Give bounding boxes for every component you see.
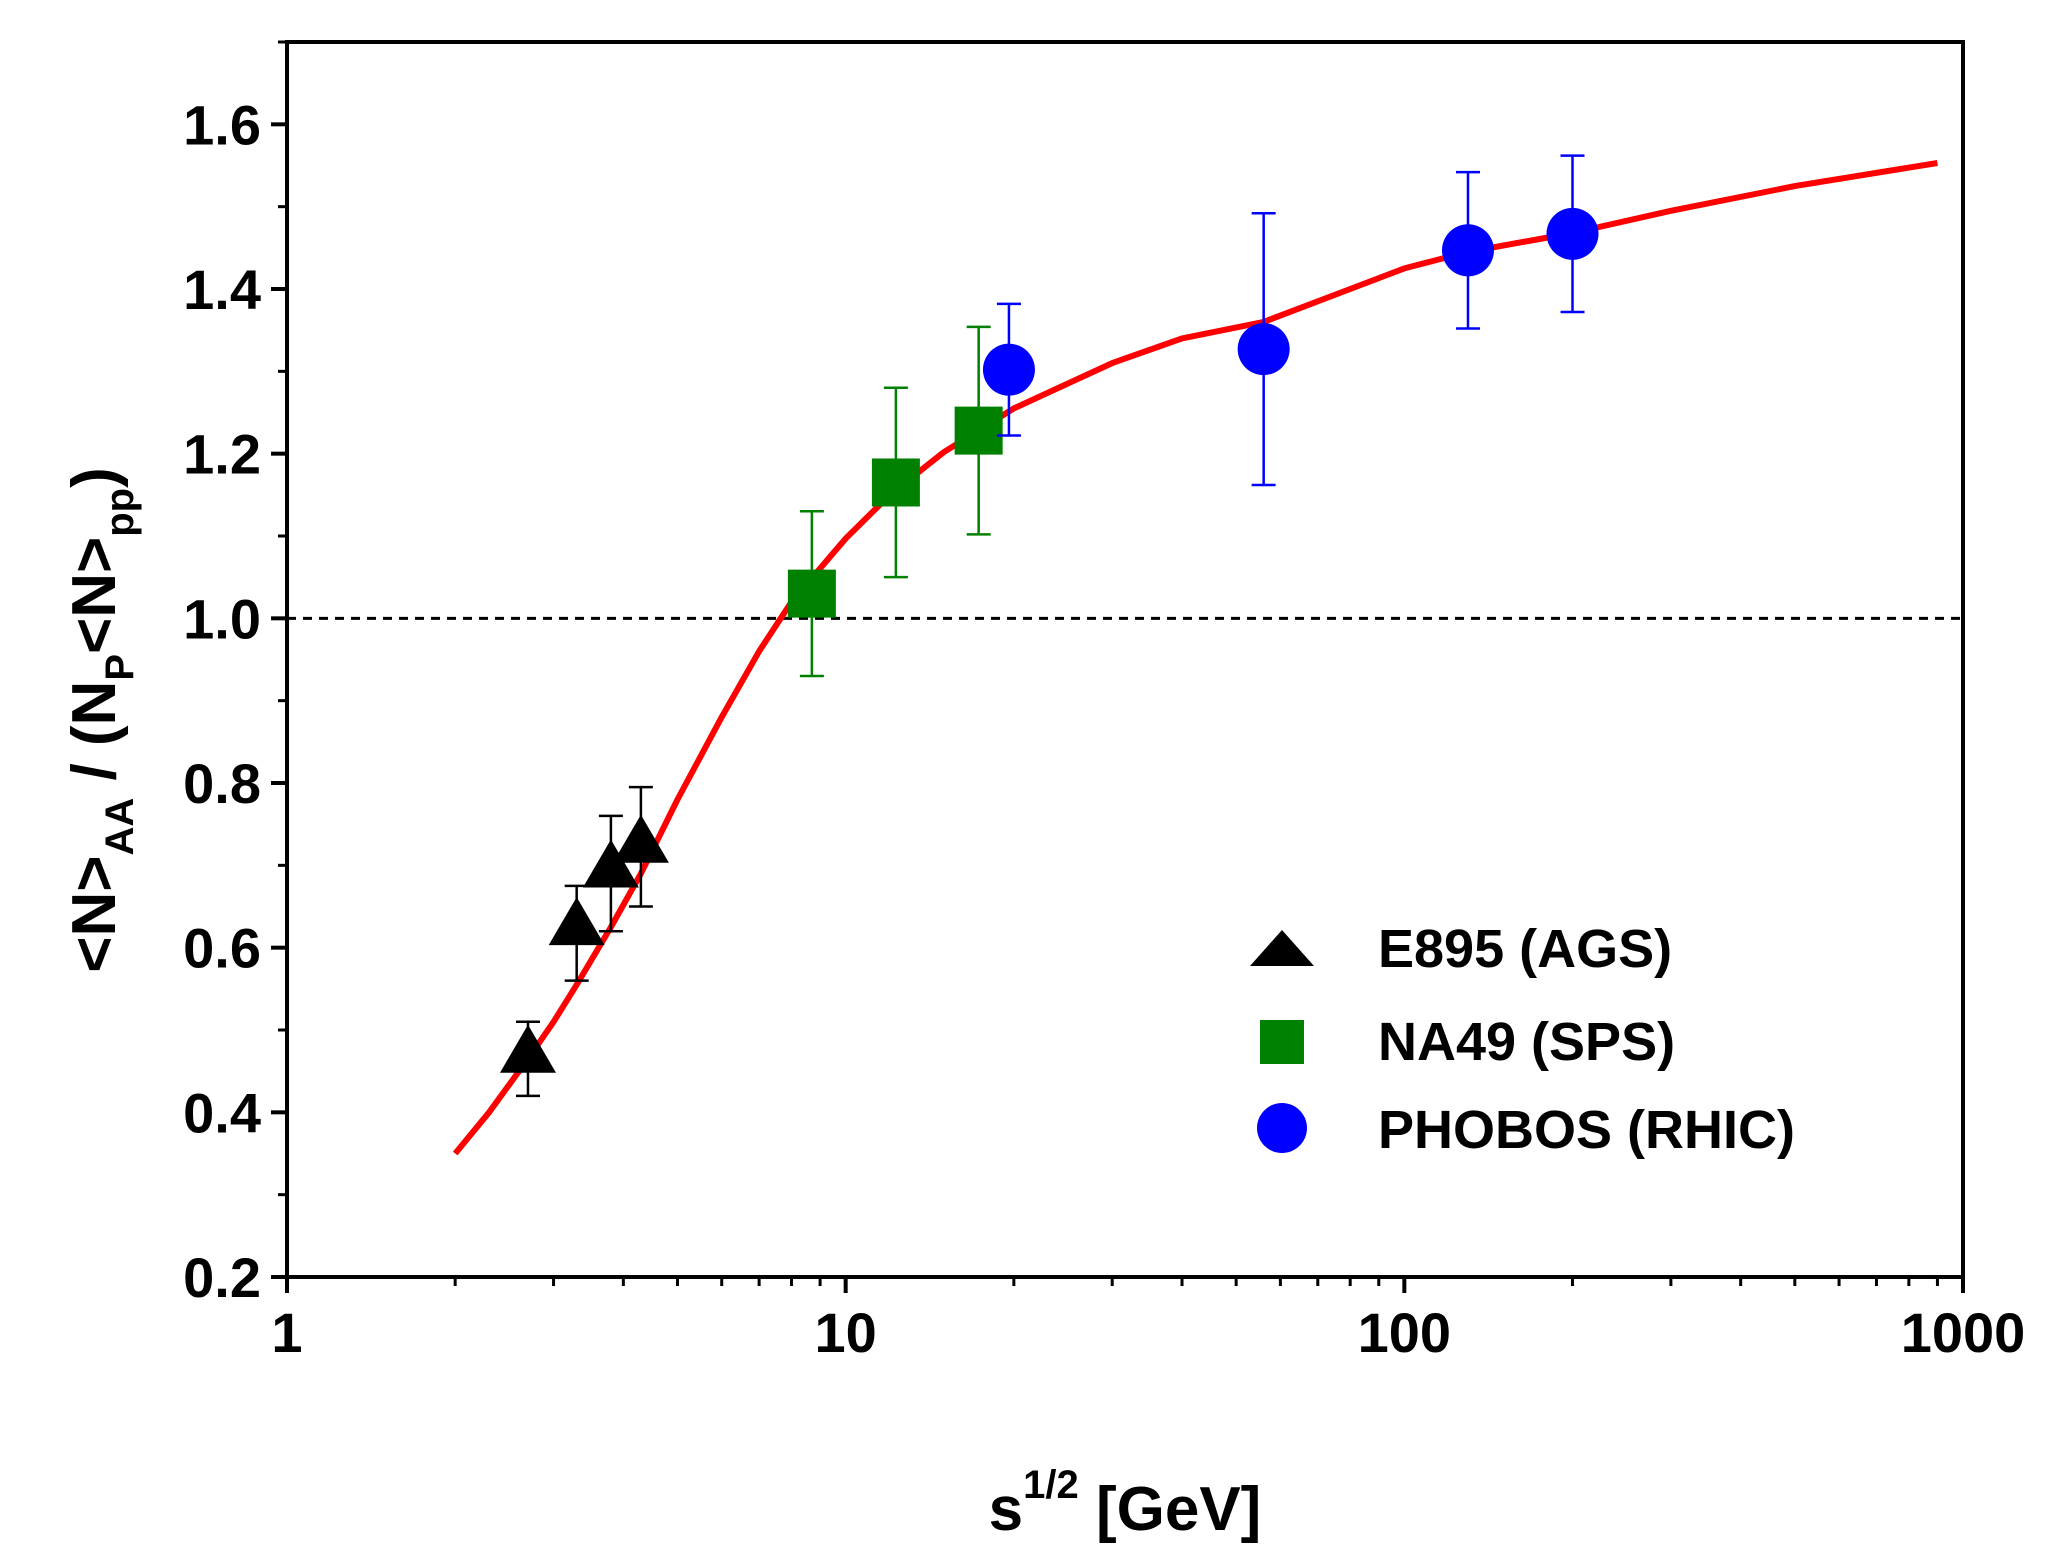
y-tick-label: 0.8	[183, 752, 261, 815]
legend-label-phobos: PHOBOS (RHIC)	[1378, 1100, 1795, 1160]
data-points-layer	[499, 154, 1599, 1098]
legend: E895 (AGS) NA49 (SPS) PHOBOS (RHIC)	[1250, 919, 1795, 1160]
x-axis-title: s1/2 [GeV]	[989, 1463, 1262, 1544]
y-axis-title-p4: )	[60, 467, 129, 488]
x-axis-title-unit: [GeV]	[1079, 1475, 1262, 1544]
data-point-e895	[548, 897, 605, 946]
data-point-phobos	[982, 343, 1035, 396]
fit-curve	[452, 160, 1938, 1156]
data-point-phobos	[1237, 323, 1290, 376]
y-tick-label: 1.6	[183, 93, 261, 156]
legend-marker-e895	[1250, 930, 1314, 966]
x-tick-label: 1000	[1901, 1301, 2026, 1364]
x-axis-title-sup: 1/2	[1023, 1463, 1079, 1507]
data-point-e895	[499, 1024, 556, 1073]
fit-curve-layer	[452, 160, 1938, 1156]
data-point-phobos	[1441, 224, 1494, 277]
data-point-e895	[612, 814, 669, 863]
data-point-phobos	[1546, 207, 1599, 260]
x-tick-label: 10	[815, 1301, 877, 1364]
axis-ticks: 0.2 0.4 0.6 0.8 1.0 1.2 1.4 1.6 1 10 100 1000	[183, 40, 2026, 1364]
y-axis-title-p2: / (N	[60, 681, 129, 798]
y-tick-label: 0.4	[183, 1081, 261, 1144]
data-point-na49	[787, 569, 836, 618]
y-axis-title-s2: P	[98, 654, 142, 681]
x-tick-label: 1	[271, 1301, 302, 1364]
y-tick-label: 0.2	[183, 1246, 261, 1309]
x-axis-title-main: s	[989, 1475, 1023, 1544]
data-point-na49	[954, 406, 1003, 455]
y-tick-label: 1.0	[183, 587, 261, 650]
y-axis-title: <N>AA / (NP<N>pp)	[60, 467, 142, 973]
legend-label-na49: NA49 (SPS)	[1378, 1012, 1675, 1072]
y-axis-title-s3: pp	[98, 488, 142, 537]
legend-label-e895: E895 (AGS)	[1378, 919, 1672, 979]
legend-marker-na49	[1260, 1020, 1304, 1064]
y-axis-title-p1: <N>	[60, 856, 129, 973]
y-axis-title-s1: AA	[98, 798, 142, 856]
data-point-e895	[582, 839, 639, 888]
y-tick-label: 1.4	[183, 258, 261, 321]
plot-frame	[285, 40, 1965, 1279]
data-point-na49	[871, 458, 920, 507]
y-tick-label: 1.2	[183, 423, 261, 486]
y-axis-title-p3: <N>	[60, 537, 129, 654]
y-tick-label: 0.6	[183, 917, 261, 980]
x-tick-label: 100	[1358, 1301, 1451, 1364]
legend-marker-phobos	[1257, 1103, 1307, 1153]
